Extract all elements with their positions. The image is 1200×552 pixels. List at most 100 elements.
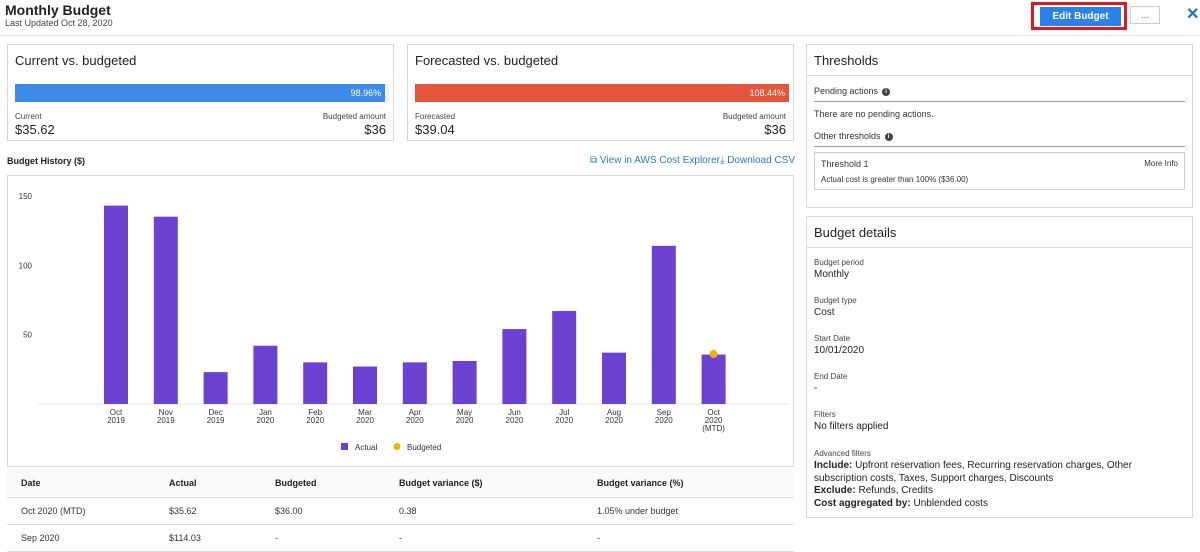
current-percent: 98.96% xyxy=(350,88,382,98)
edit-budget-button[interactable]: Edit Budget xyxy=(1040,7,1121,26)
budgeted-amount-value: $36 xyxy=(364,122,386,137)
budget-type-value: Cost xyxy=(814,307,835,318)
current-panel-title: Current vs. budgeted xyxy=(15,53,137,68)
x-tick-line: 2020 xyxy=(306,416,324,425)
current-progress-bar: 98.96% xyxy=(15,84,386,102)
filters-label: Filters xyxy=(814,410,836,419)
current-progress-track: 98.96% xyxy=(15,84,389,102)
bar-actual[interactable] xyxy=(452,360,477,404)
legend-budgeted-swatch xyxy=(393,443,401,450)
forecasted-vs-budgeted-panel: Forecasted vs. budgeted 108.44% Forecast… xyxy=(407,44,794,141)
download-icon: ⤓ xyxy=(720,155,725,166)
x-tick-label: Jan 2020 xyxy=(257,408,275,425)
x-tick-label: Mar 2020 xyxy=(356,408,374,425)
x-tick-line: 2020 xyxy=(406,416,424,425)
budget-type-label: Budget type xyxy=(814,296,857,305)
x-tick-line: Dec xyxy=(208,408,222,417)
advanced-filters-value: Include: Upfront reservation fees, Recur… xyxy=(814,460,1184,510)
x-tick-line: 2020 xyxy=(605,416,623,425)
last-updated: Last Updated Oct 28, 2020 xyxy=(5,18,113,28)
bar-actual[interactable] xyxy=(153,216,178,404)
y-tick-label: 50 xyxy=(23,331,32,340)
details-divider xyxy=(807,247,1192,248)
thresholds-divider xyxy=(807,75,1192,76)
x-tick-line: 2019 xyxy=(207,416,225,425)
bar-actual[interactable] xyxy=(104,205,128,404)
x-tick-line: 2020 xyxy=(356,416,374,425)
col-variance-percent: Budget variance (%) xyxy=(596,469,794,498)
other-thresholds-label: Other thresholds i xyxy=(814,131,893,141)
current-label: Current xyxy=(15,112,42,121)
pending-actions-text: There are no pending actions. xyxy=(814,109,934,119)
legend-actual-label: Actual xyxy=(355,443,377,452)
thresholds-panel: Thresholds Pending actions i There are no… xyxy=(806,44,1193,208)
bar-actual[interactable] xyxy=(353,366,377,404)
bar-actual[interactable] xyxy=(701,354,726,404)
info-icon[interactable]: i xyxy=(884,132,893,141)
x-tick-line: 2020 xyxy=(705,416,723,425)
x-tick-line: Mar xyxy=(358,408,372,417)
budget-history-chart-panel: 50 100 150 Oct 2019 Nov 2019 Dec 2019 Jan 2020 Feb… xyxy=(7,175,794,467)
budgeted-marker[interactable] xyxy=(709,350,718,359)
view-cost-explorer-link[interactable]: ⧉ View in AWS Cost Explorer xyxy=(590,155,720,166)
more-actions-button[interactable]: ... xyxy=(1130,6,1160,24)
forecast-progress-track: 108.44% xyxy=(415,84,789,102)
pending-divider xyxy=(814,101,1185,102)
start-date-label: Start Date xyxy=(814,334,851,343)
cell-budgeted: - xyxy=(274,524,398,552)
x-tick-line: (MTD) xyxy=(702,424,725,433)
bar-actual[interactable] xyxy=(651,245,676,404)
close-icon[interactable]: ✕ xyxy=(1186,6,1200,23)
cell-variance-dollar: - xyxy=(398,524,596,552)
bar-actual[interactable] xyxy=(303,362,328,404)
info-icon[interactable]: i xyxy=(882,87,891,96)
threshold-card: Threshold 1 More Info Actual cost is gre… xyxy=(814,152,1185,190)
forecast-budgeted-label: Budgeted amount xyxy=(722,112,786,121)
bar-actual[interactable] xyxy=(203,372,228,404)
bar-actual[interactable] xyxy=(402,362,427,404)
bar-actual[interactable] xyxy=(502,329,527,404)
x-tick-line: 2020 xyxy=(456,416,474,425)
table-row: Oct 2020 (MTD) $35.62 $36.00 0.38 1.05% … xyxy=(7,497,794,525)
bar-actual[interactable] xyxy=(602,352,626,404)
budget-period-value: Monthly xyxy=(814,269,850,280)
x-tick-line: Nov xyxy=(159,408,173,417)
x-tick-label: Nov 2019 xyxy=(157,408,175,425)
y-tick-label: 150 xyxy=(19,192,33,201)
threshold-name: Threshold 1 xyxy=(821,159,869,169)
cell-variance-percent: 1.05% under budget xyxy=(596,497,794,525)
header-divider xyxy=(0,35,1200,36)
x-tick-label: Oct 2019 xyxy=(107,408,125,425)
forecast-progress-bar: 108.44% xyxy=(415,84,789,102)
table-header-row: Date Actual Budgeted Budget variance ($)… xyxy=(7,469,794,498)
x-tick-label: Apr 2020 xyxy=(406,408,424,425)
col-date: Date xyxy=(7,469,168,498)
exclude-row: Exclude: Refunds, Credits xyxy=(814,485,933,496)
start-date-value: 10/01/2020 xyxy=(814,345,865,356)
forecast-panel-title: Forecasted vs. budgeted xyxy=(415,53,559,68)
current-vs-budgeted-panel: Current vs. budgeted 98.96% Current $35.… xyxy=(7,44,394,141)
budget-details-panel: Budget details Budget period Monthly Bud… xyxy=(806,216,1193,518)
cell-date: Sep 2020 xyxy=(7,524,168,552)
x-tick-line: 2020 xyxy=(555,416,573,425)
x-tick-line: Oct xyxy=(707,408,720,417)
y-tick-label: 100 xyxy=(19,261,33,270)
budget-history-table: Date Actual Budgeted Budget variance ($)… xyxy=(7,469,794,552)
bar-actual[interactable] xyxy=(552,311,577,404)
more-info-link[interactable]: More Info xyxy=(1144,159,1178,168)
end-date-label: End Date xyxy=(814,372,848,381)
col-variance-dollar: Budget variance ($) xyxy=(398,469,596,498)
x-tick-label: Feb 2020 xyxy=(306,408,324,425)
forecast-value: $39.04 xyxy=(415,122,455,137)
pending-actions-label: Pending actions i xyxy=(814,86,891,96)
x-tick-label: Oct 2020 (MTD) xyxy=(702,408,725,433)
x-tick-label: Jun 2020 xyxy=(506,408,524,425)
bar-actual[interactable] xyxy=(253,345,278,404)
cell-variance-percent: - xyxy=(596,524,794,552)
aggregation-row: Cost aggregated by: Unblended costs xyxy=(814,497,988,509)
x-tick-line: Sep xyxy=(657,408,672,417)
x-tick-line: Feb xyxy=(308,408,322,417)
download-csv-link[interactable]: ⤓ Download CSV xyxy=(720,155,795,166)
budget-period-label: Budget period xyxy=(814,258,864,267)
chart-legend: Actual Budgeted xyxy=(341,443,441,452)
